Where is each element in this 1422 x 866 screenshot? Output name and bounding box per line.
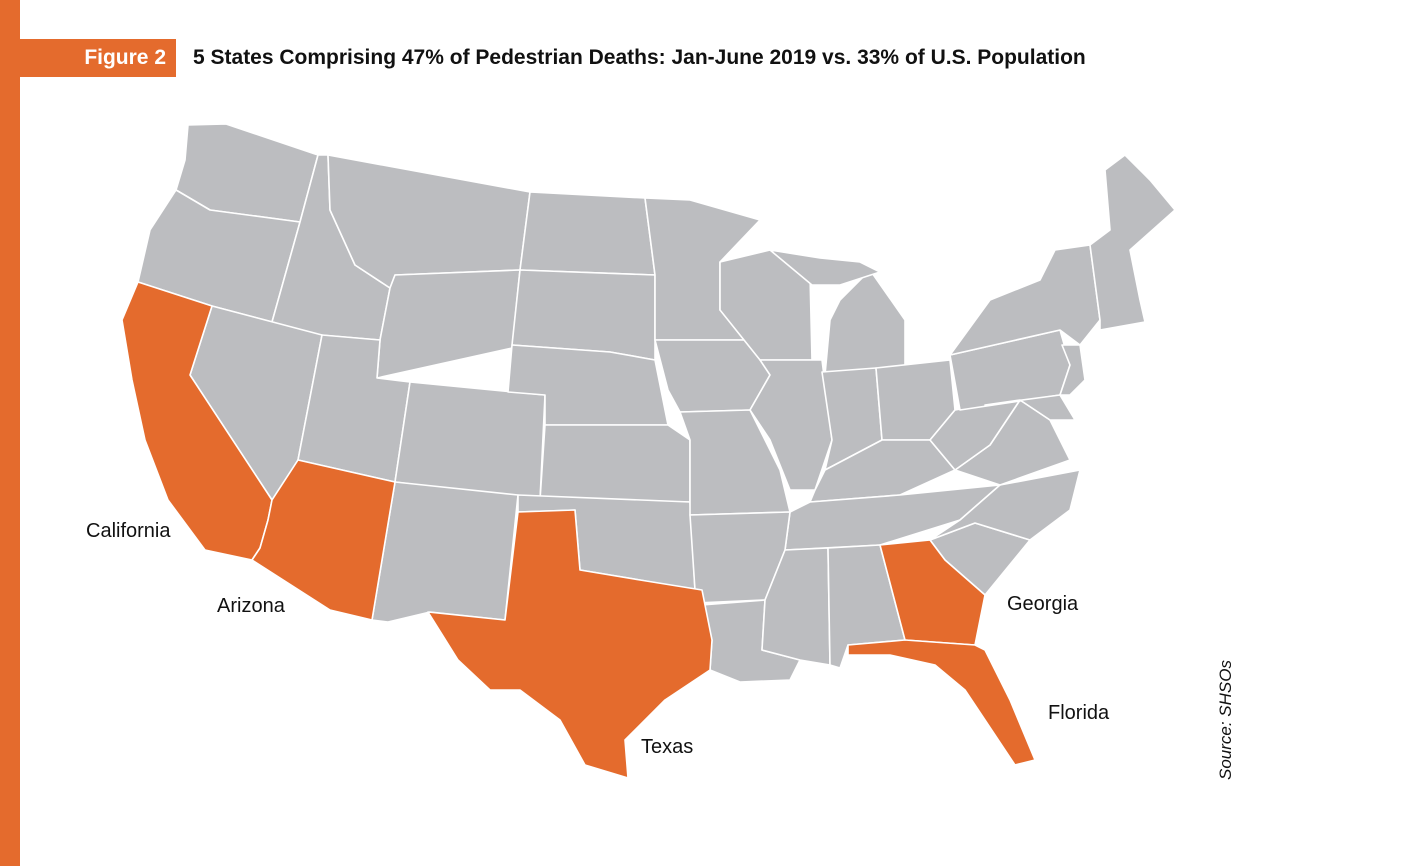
state-new-england — [1089, 154, 1176, 331]
state-north-dakota — [519, 191, 656, 276]
state-kansas — [539, 424, 691, 503]
state-new-mexico — [371, 481, 519, 623]
state-label-georgia: Georgia — [1007, 593, 1079, 615]
state-label-california: California — [86, 520, 171, 542]
state-colorado — [394, 381, 546, 501]
state-north-carolina — [929, 469, 1081, 541]
figure-title: 5 States Comprising 47% of Pedestrian De… — [193, 46, 1086, 69]
state-label-texas: Texas — [641, 736, 694, 758]
state-wyoming — [376, 269, 521, 379]
accent-side-bar — [0, 0, 20, 866]
state-new-york — [949, 244, 1101, 356]
figure-label: Figure 2 — [20, 39, 176, 77]
state-label-florida: Florida — [1048, 702, 1110, 724]
state-new-jersey — [1059, 344, 1086, 396]
state-label-arizona: Arizona — [217, 595, 285, 617]
state-michigan-up — [769, 249, 881, 286]
state-florida — [847, 639, 1036, 766]
state-arizona — [251, 459, 396, 621]
source-note: Source: SHSOs — [1216, 660, 1235, 780]
state-montana — [327, 154, 531, 289]
state-maryland-delaware — [984, 394, 1076, 421]
state-texas — [427, 509, 713, 779]
